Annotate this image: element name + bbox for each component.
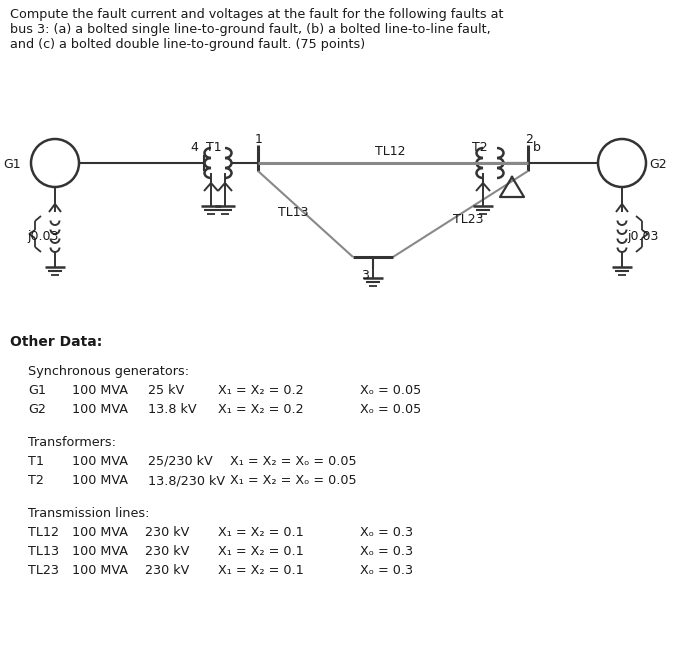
Text: TL13: TL13 — [278, 206, 308, 219]
Text: G1: G1 — [3, 158, 20, 171]
Text: TL23: TL23 — [453, 213, 483, 226]
Text: TL12: TL12 — [375, 145, 405, 158]
Text: 100 MVA: 100 MVA — [72, 564, 128, 577]
Text: 230 kV: 230 kV — [145, 526, 189, 539]
Text: 13.8 kV: 13.8 kV — [148, 403, 197, 416]
Text: TL12: TL12 — [28, 526, 59, 539]
Text: X₁ = X₂ = 0.2: X₁ = X₂ = 0.2 — [218, 384, 304, 397]
Text: G1: G1 — [28, 384, 46, 397]
Text: Xₒ = 0.3: Xₒ = 0.3 — [360, 564, 413, 577]
Text: T2: T2 — [28, 474, 44, 487]
Text: Transformers:: Transformers: — [28, 436, 116, 449]
Text: X₁ = X₂ = 0.1: X₁ = X₂ = 0.1 — [218, 564, 304, 577]
Text: 100 MVA: 100 MVA — [72, 474, 128, 487]
Text: 4: 4 — [190, 141, 198, 154]
Text: Transmission lines:: Transmission lines: — [28, 507, 150, 520]
Text: X₁ = X₂ = 0.1: X₁ = X₂ = 0.1 — [218, 526, 304, 539]
Text: T1: T1 — [206, 141, 222, 154]
Text: Xₒ = 0.3: Xₒ = 0.3 — [360, 545, 413, 558]
Text: j0.03: j0.03 — [27, 230, 58, 243]
Text: Other Data:: Other Data: — [10, 335, 102, 349]
Text: 100 MVA: 100 MVA — [72, 526, 128, 539]
Text: T1: T1 — [28, 455, 44, 468]
Text: X₁ = X₂ = Xₒ = 0.05: X₁ = X₂ = Xₒ = 0.05 — [230, 455, 357, 468]
Text: X₁ = X₂ = 0.1: X₁ = X₂ = 0.1 — [218, 545, 304, 558]
Text: Xₒ = 0.3: Xₒ = 0.3 — [360, 526, 413, 539]
Text: 100 MVA: 100 MVA — [72, 545, 128, 558]
Text: 100 MVA: 100 MVA — [72, 403, 128, 416]
Text: 230 kV: 230 kV — [145, 564, 189, 577]
Text: 100 MVA: 100 MVA — [72, 455, 128, 468]
Text: Xₒ = 0.05: Xₒ = 0.05 — [360, 403, 421, 416]
Text: TL13: TL13 — [28, 545, 59, 558]
Text: G2: G2 — [649, 158, 666, 171]
Text: 13.8/230 kV: 13.8/230 kV — [148, 474, 225, 487]
Text: 3: 3 — [361, 269, 369, 282]
Text: b: b — [533, 141, 541, 154]
Text: Synchronous generators:: Synchronous generators: — [28, 365, 189, 378]
Text: 1: 1 — [255, 133, 263, 146]
Text: Compute the fault current and voltages at the fault for the following faults at
: Compute the fault current and voltages a… — [10, 8, 504, 51]
Text: T2: T2 — [472, 141, 487, 154]
Text: G2: G2 — [28, 403, 46, 416]
Text: 100 MVA: 100 MVA — [72, 384, 128, 397]
Text: 230 kV: 230 kV — [145, 545, 189, 558]
Text: 25 kV: 25 kV — [148, 384, 184, 397]
Text: TL23: TL23 — [28, 564, 59, 577]
Text: 2: 2 — [525, 133, 533, 146]
Text: j0.03: j0.03 — [627, 230, 658, 243]
Text: Xₒ = 0.05: Xₒ = 0.05 — [360, 384, 421, 397]
Text: X₁ = X₂ = 0.2: X₁ = X₂ = 0.2 — [218, 403, 304, 416]
Text: X₁ = X₂ = Xₒ = 0.05: X₁ = X₂ = Xₒ = 0.05 — [230, 474, 357, 487]
Text: 25/230 kV: 25/230 kV — [148, 455, 213, 468]
